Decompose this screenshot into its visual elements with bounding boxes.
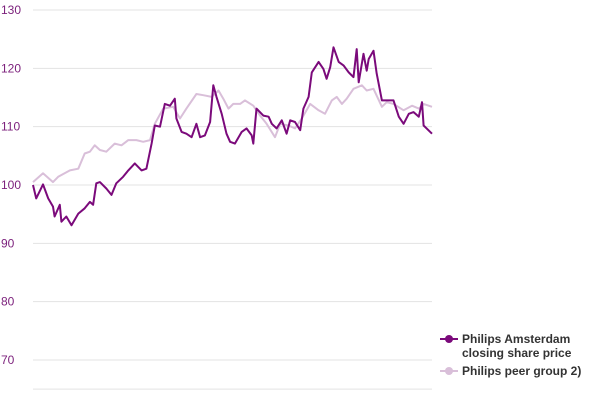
legend: Philips Amsterdam closing share price Ph… <box>440 332 581 382</box>
gridlines <box>33 9 432 390</box>
legend-label: Philips peer group 2) <box>462 364 582 378</box>
legend-label: closing share price <box>462 346 572 360</box>
y-tick-label: 100 <box>1 178 21 192</box>
legend-item-philips-amsterdam[interactable]: Philips Amsterdam closing share price <box>440 332 581 360</box>
legend-label: Philips Amsterdam <box>462 332 571 346</box>
series-line-philips-amsterdam <box>32 46 433 227</box>
legend-marker-icon <box>440 332 458 346</box>
y-tick-label: 70 <box>1 353 15 367</box>
series-line-peer-group <box>32 84 433 184</box>
y-tick-label: 120 <box>1 61 21 75</box>
y-tick-label: 80 <box>1 295 15 309</box>
legend-marker-icon <box>440 364 458 378</box>
y-tick-label: 130 <box>1 3 21 17</box>
y-axis-ticks: 70 80 90 100 110 120 130 <box>1 3 21 367</box>
y-tick-label: 110 <box>1 120 20 134</box>
legend-item-peer-group[interactable]: Philips peer group 2) <box>440 364 581 378</box>
series-lines <box>32 46 433 227</box>
y-tick-label: 90 <box>1 236 15 250</box>
